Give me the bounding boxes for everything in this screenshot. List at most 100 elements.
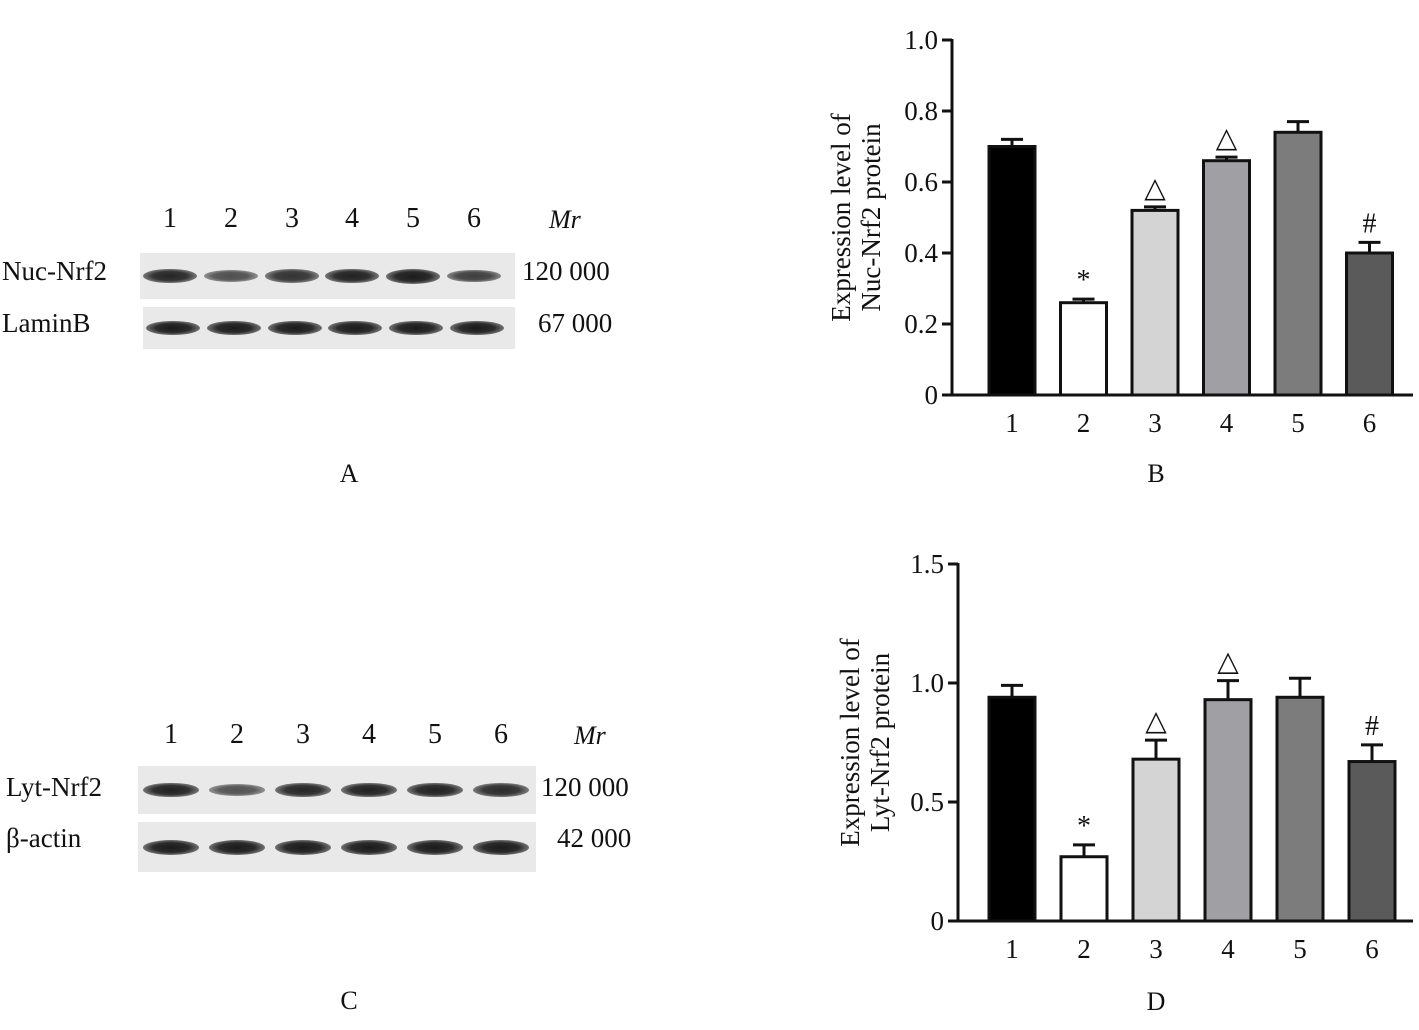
x-tick-label: 4: [1220, 408, 1234, 438]
blot-band: [143, 268, 197, 284]
y-tick-label: 0.2: [904, 309, 938, 339]
y-tick-label: 1.0: [910, 668, 944, 698]
blot-band: [389, 321, 443, 335]
lane-label: 2: [224, 203, 238, 234]
significance-marker: △: [1217, 647, 1239, 678]
x-tick-label: 2: [1077, 408, 1091, 438]
mr-label: Mr: [549, 205, 581, 234]
bar: [1059, 301, 1108, 397]
blot-band: [209, 784, 265, 796]
blot-band: [146, 321, 200, 335]
blot-band: [450, 321, 504, 335]
significance-marker: #: [1365, 711, 1379, 742]
y-axis-label: Nuc-Nrf2 protein: [856, 123, 886, 312]
y-axis-label: Expression level of: [826, 113, 856, 321]
bar: [1347, 760, 1397, 923]
x-tick-label: 1: [1005, 934, 1019, 964]
bar: [987, 145, 1037, 397]
x-tick-label: 2: [1077, 934, 1091, 964]
x-tick-label: 5: [1291, 408, 1305, 438]
blot-band: [275, 782, 331, 798]
significance-marker: #: [1363, 208, 1377, 239]
panel-letter: A: [339, 459, 359, 488]
blot-band: [386, 268, 440, 284]
lane-label: 4: [345, 203, 359, 234]
bar: [1203, 698, 1253, 923]
blot-band: [143, 782, 199, 798]
blot-band: [407, 782, 463, 798]
y-tick-label: 0.8: [904, 96, 938, 126]
lane-label: 3: [296, 719, 310, 750]
significance-marker: *: [1077, 265, 1091, 296]
significance-marker: *: [1077, 811, 1091, 842]
blot-strip: [143, 307, 515, 349]
blot-band: [265, 269, 319, 283]
lane-label: 6: [467, 203, 481, 234]
blot-band: [325, 268, 379, 284]
blot-band: [328, 321, 382, 335]
blot-band: [209, 839, 265, 855]
y-axis-label: Lyt-Nrf2 protein: [865, 652, 895, 832]
blot-band: [275, 839, 331, 855]
y-axis-label: Expression level of: [835, 638, 865, 846]
blot-band: [143, 839, 199, 855]
blot-band: [268, 321, 322, 335]
lane-label: 3: [285, 203, 299, 234]
blot-strip: [138, 822, 536, 872]
x-tick-label: 6: [1363, 408, 1377, 438]
y-tick-label: 0: [925, 380, 939, 410]
lane-label: 6: [494, 719, 508, 750]
blot-strip: [138, 766, 536, 814]
significance-marker: △: [1145, 706, 1167, 737]
blot-band: [341, 839, 397, 855]
lane-label: 1: [163, 203, 177, 234]
blot-row-label: β-actin: [6, 823, 82, 853]
x-tick-label: 3: [1149, 934, 1163, 964]
x-tick-label: 6: [1365, 934, 1379, 964]
y-tick-label: 0: [931, 906, 945, 936]
mr-label: Mr: [574, 721, 606, 750]
panel-letter: C: [340, 986, 358, 1015]
molecular-weight-label: 67 000: [538, 308, 613, 338]
y-tick-label: 0.5: [910, 787, 944, 817]
molecular-weight-label: 120 000: [541, 772, 629, 802]
bar: [987, 695, 1037, 923]
bar: [1130, 208, 1180, 397]
x-tick-label: 5: [1293, 934, 1307, 964]
chart-b: 0 0.2 0.4 0.6 0.8 1.0 1 2 * 3 △ 4 △ 5 6 # Expression lev…: [826, 25, 1413, 488]
blot-band: [407, 839, 463, 855]
bar: [1202, 159, 1251, 397]
molecular-weight-label: 42 000: [557, 823, 632, 853]
y-tick-label: 0.4: [904, 238, 938, 268]
blot-row-label: Lyt-Nrf2: [6, 772, 102, 802]
bar: [1059, 855, 1109, 923]
x-tick-label: 4: [1221, 934, 1235, 964]
blot-band: [341, 782, 397, 798]
blot-band: [204, 270, 258, 282]
molecular-weight-label: 120 000: [522, 256, 610, 286]
bar: [1345, 251, 1394, 397]
blot-band: [207, 321, 261, 335]
y-tick-label: 1.5: [910, 549, 944, 579]
lane-label: 1: [164, 719, 178, 750]
significance-marker: △: [1144, 173, 1166, 204]
blot-strip: [140, 253, 515, 299]
x-tick-label: 3: [1148, 408, 1162, 438]
lane-label: 4: [362, 719, 376, 750]
lane-label: 5: [406, 203, 420, 234]
significance-marker: △: [1216, 123, 1238, 154]
y-tick-label: 0.6: [904, 167, 938, 197]
blot-band: [473, 839, 529, 855]
panel-letter: B: [1147, 459, 1164, 488]
bar: [1273, 130, 1323, 397]
lane-label: 2: [230, 719, 244, 750]
bar: [1275, 695, 1325, 923]
lane-label: 5: [428, 719, 442, 750]
blot-band: [447, 269, 501, 283]
blot-band: [473, 783, 529, 797]
blot-row-label: LaminB: [2, 308, 91, 338]
blot-row-label: Nuc-Nrf2: [2, 256, 107, 286]
chart-d: 0 0.5 1.0 1.5 1 2 * 3 △ 4 △ 5 6 # Expression level of L…: [835, 549, 1413, 1016]
bar: [1131, 757, 1181, 923]
panel-letter: D: [1147, 987, 1166, 1016]
